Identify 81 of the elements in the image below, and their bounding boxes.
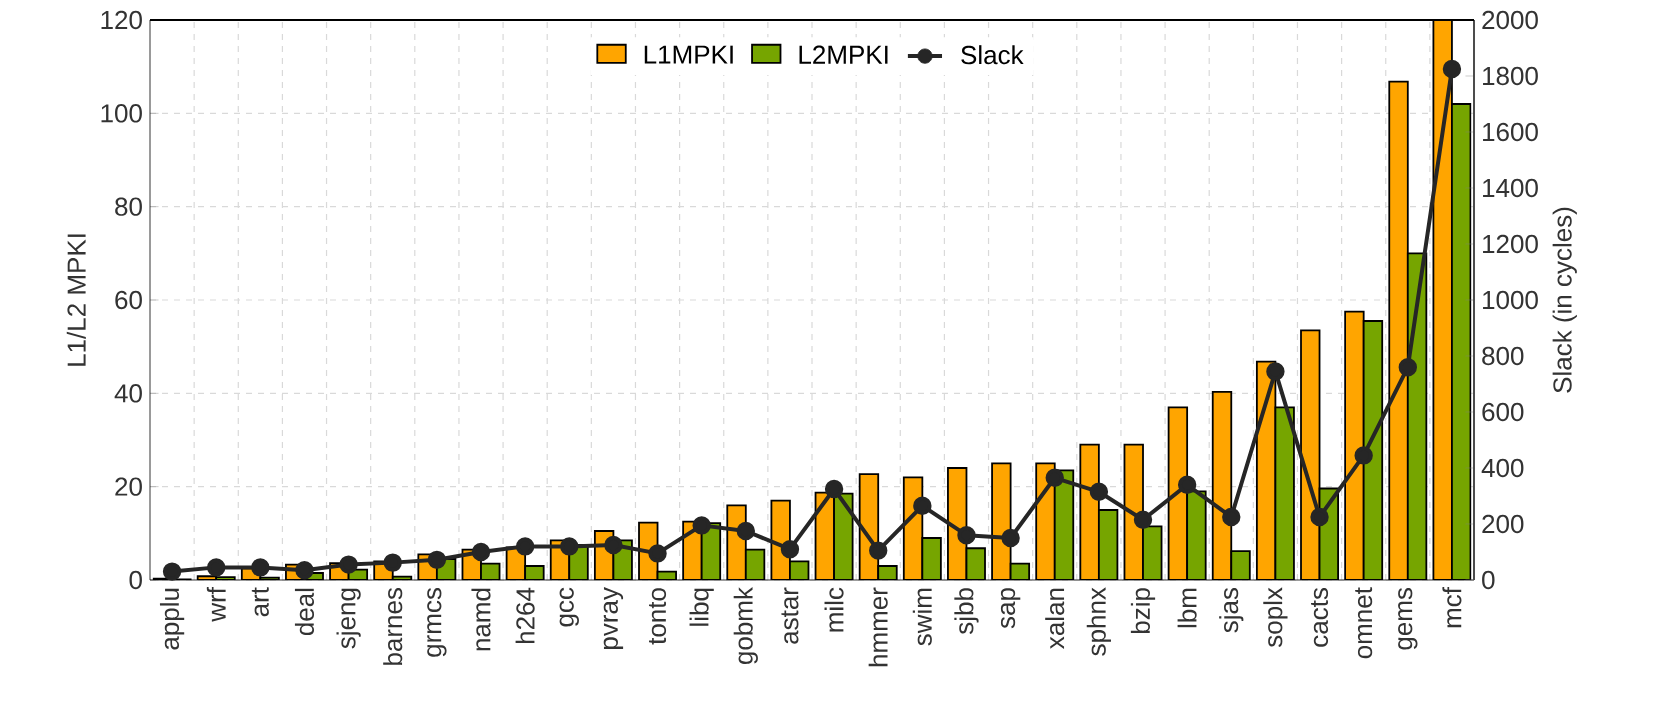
x-tick-label: tonto — [649, 588, 667, 645]
point — [824, 479, 844, 499]
legend-label: Slack — [961, 45, 1024, 65]
point — [869, 541, 888, 560]
y2-tick-label: 600 — [1482, 402, 1524, 422]
point — [1133, 510, 1153, 529]
point — [1310, 507, 1329, 527]
point — [339, 555, 358, 574]
x-tick-label: gems — [1398, 587, 1418, 650]
point — [692, 516, 711, 535]
point — [1442, 59, 1462, 79]
x-tick-label: cacts — [1311, 587, 1329, 647]
y2-tick-label: 2000 — [1482, 10, 1538, 30]
y2-tick-label: 1600 — [1483, 122, 1538, 142]
x-tick-label: wrf — [206, 587, 226, 622]
x-tick-label: sjas — [1219, 587, 1244, 633]
point — [1222, 507, 1241, 527]
y-tick-label: 20 — [115, 477, 142, 496]
x-tick-label: pvray — [603, 587, 624, 649]
point — [383, 553, 402, 572]
x-tick-label: lbm — [1177, 588, 1197, 628]
point — [1354, 446, 1373, 465]
legend-label: L1MPKI — [644, 45, 733, 64]
y2-tick-label: 1800 — [1483, 66, 1538, 86]
point — [957, 525, 976, 545]
x-tick-label: omnet — [1355, 587, 1373, 659]
x-tick-label: gobmk — [733, 587, 758, 664]
y2-tick-label: 200 — [1482, 514, 1524, 534]
legend-label: L2MPKI — [799, 45, 888, 64]
x-tick-label: art — [251, 587, 269, 617]
y-tick-label: 80 — [115, 197, 142, 216]
point — [1089, 482, 1109, 501]
x-tick-label: sjeng — [336, 588, 361, 649]
y-axis-title: L1/L2 MPKI — [66, 234, 86, 366]
point — [251, 558, 270, 577]
point — [471, 542, 491, 562]
y-tick-label: 100 — [101, 104, 142, 123]
point — [560, 537, 579, 556]
x-tick-label: libq — [689, 588, 714, 626]
point — [1177, 475, 1197, 494]
x-tick-label: mcf — [1442, 587, 1462, 628]
x-tick-label: sjbb — [954, 588, 979, 635]
x-tick-label: astar — [781, 587, 799, 644]
x-tick-label: sphnx — [1086, 587, 1111, 656]
point — [1266, 362, 1285, 381]
y2-tick-label: 1200 — [1483, 234, 1538, 254]
y2-tick-label: 1000 — [1483, 290, 1538, 310]
point — [427, 550, 447, 570]
y2-axis-title: Slack (in cycles) — [1552, 207, 1577, 393]
y2-tick-label: 0 — [1482, 570, 1495, 590]
x-tick-label: barnes — [383, 588, 403, 665]
point — [736, 521, 756, 541]
point — [162, 562, 182, 581]
x-tick-label: hmmer — [868, 587, 888, 667]
x-tick-label: deal — [294, 588, 315, 636]
point — [207, 558, 226, 577]
x-tick-label: soplx — [1263, 587, 1288, 648]
point — [295, 560, 314, 580]
x-tick-label: applu — [159, 588, 185, 650]
x-tick-label: gcc — [559, 587, 579, 627]
y-tick-label: 40 — [114, 384, 142, 403]
point — [515, 537, 535, 556]
point — [1045, 468, 1064, 487]
x-tick-label: namd — [471, 588, 491, 651]
y2-tick-label: 1400 — [1483, 178, 1538, 198]
y2-tick-label: 800 — [1482, 346, 1524, 366]
x-tick-label: swim — [912, 588, 932, 646]
x-tick-label: grmcs — [427, 587, 447, 657]
y-tick-label: 120 — [101, 10, 142, 30]
point — [1001, 528, 1020, 548]
x-tick-label: h264 — [515, 587, 535, 644]
x-tick-label: milc — [824, 587, 844, 632]
x-tick-label: xalan — [1045, 588, 1065, 649]
x-tick-label: bzip — [1130, 588, 1156, 634]
point — [913, 496, 932, 515]
y-tick-label: 60 — [115, 290, 142, 310]
x-tick-label: sap — [1000, 588, 1021, 629]
y2-tick-label: 400 — [1481, 458, 1524, 478]
point — [780, 539, 800, 559]
y-tick-label: 0 — [129, 570, 142, 590]
point — [1398, 357, 1417, 377]
